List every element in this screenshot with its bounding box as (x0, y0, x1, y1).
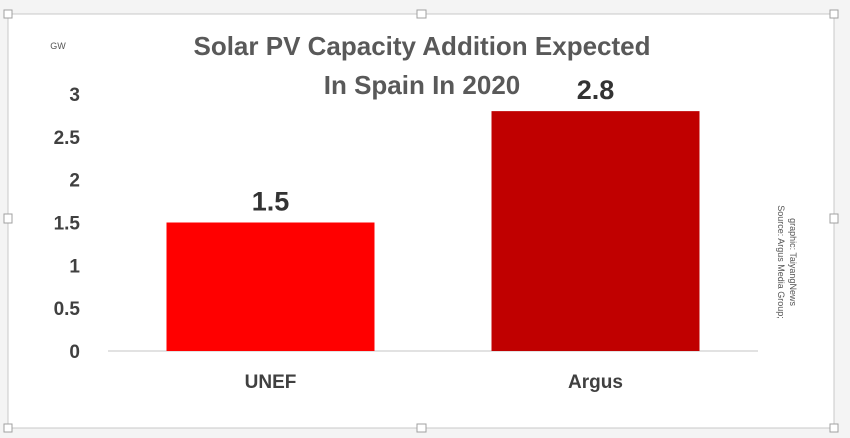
resize-handle-right[interactable] (829, 213, 839, 224)
bar-argus[interactable] (491, 111, 700, 351)
resize-handle-top-left[interactable] (3, 9, 13, 19)
bar-unef[interactable] (166, 222, 375, 352)
value-labels: 1.5 2.8 (252, 75, 615, 216)
source-line-1: Source: Argus Media Group; (776, 205, 786, 319)
y-tick-label: 3 (69, 85, 80, 106)
chart-title-line-1: Solar PV Capacity Addition Expected (193, 31, 650, 61)
chart-title-line-2: In Spain In 2020 (324, 70, 521, 100)
data-label-unef: 1.5 (252, 187, 290, 217)
resize-handle-bottom-right[interactable] (829, 423, 839, 433)
resize-handle-top[interactable] (416, 9, 427, 19)
resize-handle-left[interactable] (3, 213, 13, 224)
resize-handle-bottom[interactable] (416, 423, 427, 433)
resize-handle-bottom-left[interactable] (3, 423, 13, 433)
y-tick-label: 0.5 (54, 299, 81, 320)
y-tick-label: 1 (69, 256, 80, 277)
y-tick-label: 1.5 (54, 214, 81, 235)
y-tick-label: 2 (69, 171, 80, 192)
y-tick-label: 0 (69, 342, 80, 363)
data-label-argus: 2.8 (577, 75, 615, 105)
category-label-argus: Argus (568, 372, 623, 393)
y-axis-unit-label: GW (50, 41, 66, 51)
category-label-unef: UNEF (245, 372, 297, 393)
y-axis-ticks: 0 0.5 1 1.5 2 2.5 3 (54, 85, 81, 363)
y-tick-label: 2.5 (54, 128, 81, 149)
category-labels: UNEF Argus (245, 372, 623, 393)
bars (166, 111, 700, 352)
source-line-2: graphic: TaiyangNews (788, 218, 798, 306)
resize-handle-top-right[interactable] (829, 9, 839, 19)
